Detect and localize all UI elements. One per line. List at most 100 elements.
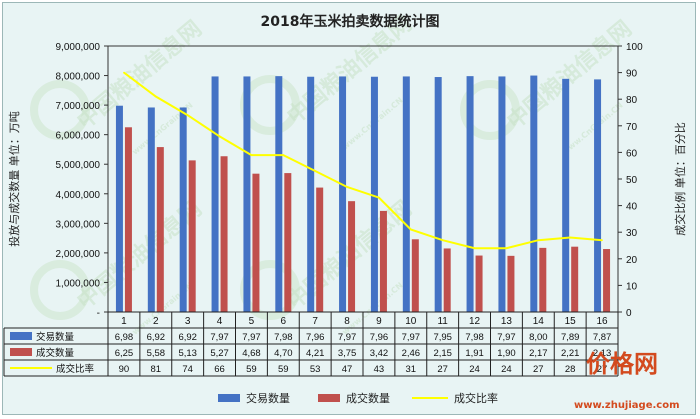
x-tick-label: 14 (533, 316, 545, 327)
data-label: 5,13 (178, 348, 197, 359)
data-label: 7,98 (465, 332, 484, 343)
data-label: 2,17 (529, 348, 548, 359)
bar-trade-volume (370, 76, 378, 312)
data-label: 4,70 (274, 348, 293, 359)
data-label: 5,58 (147, 348, 166, 359)
bar-deal-volume (507, 255, 515, 312)
bar-deal-volume (188, 160, 196, 312)
line-deal-ratio-point (282, 154, 285, 156)
line-deal-ratio-point (505, 247, 508, 249)
data-label: 7,95 (433, 332, 452, 343)
bar-deal-volume (156, 147, 164, 312)
bar-trade-volume (339, 76, 347, 312)
data-label: 24 (501, 364, 512, 375)
line-deal-ratio-point (569, 236, 571, 239)
y-axis-right-label: 成交比例 单位：百分比 (673, 122, 687, 236)
bar-deal-volume (411, 239, 419, 312)
data-label: 4,21 (306, 348, 325, 359)
data-label: 24 (469, 364, 480, 375)
line-deal-ratio-point (123, 71, 125, 74)
bar-trade-volume (275, 76, 283, 312)
bar-deal-volume (443, 248, 451, 312)
data-label: 59 (246, 364, 257, 375)
left-tick-label: 8,000,000 (56, 72, 101, 83)
data-label: 8,00 (529, 332, 548, 343)
y-axis-left-label: 投放与成交数量 单位：万吨 (7, 111, 21, 247)
x-tick-label: 15 (565, 316, 577, 327)
right-tick-label: 70 (626, 122, 638, 133)
x-tick-label: 16 (597, 316, 609, 327)
line-deal-ratio-point (378, 196, 380, 199)
bar-trade-volume (594, 79, 602, 312)
data-label: 7,96 (306, 332, 325, 343)
data-label: 7,89 (561, 332, 580, 343)
bar-deal-volume (475, 255, 483, 312)
bar-trade-volume (498, 76, 506, 312)
bar-deal-volume (220, 156, 228, 312)
left-tick-label: 9,000,000 (56, 42, 101, 53)
x-tick-label: 6 (281, 316, 287, 327)
table-row-label: 成交数量 (36, 347, 75, 359)
right-tick-label: 90 (626, 69, 638, 80)
line-deal-ratio-point (473, 247, 476, 249)
x-tick-label: 5 (249, 316, 255, 327)
data-label: 6,92 (178, 332, 197, 343)
data-label: 6,25 (115, 348, 134, 359)
data-label: 53 (310, 364, 321, 375)
data-label: 7,96 (370, 332, 389, 343)
x-tick-label: 9 (376, 316, 382, 327)
bar-deal-volume (379, 210, 387, 312)
table-legend-key (10, 332, 32, 340)
left-tick-label: 2,000,000 (56, 249, 101, 260)
bar-deal-volume (571, 246, 579, 312)
left-tick-label: - (97, 308, 100, 319)
data-label: 81 (151, 364, 162, 375)
bar-trade-volume (434, 77, 442, 313)
legend-key (318, 394, 340, 402)
x-tick-label: 8 (344, 316, 350, 327)
line-deal-ratio-point (314, 170, 316, 172)
data-label: 3,42 (370, 348, 389, 359)
data-label: 2,13 (593, 348, 612, 359)
data-label: 2,21 (561, 348, 580, 359)
watermark-logo-icon (30, 260, 90, 320)
data-label: 27 (533, 364, 544, 375)
x-tick-label: 12 (469, 316, 481, 327)
table-row-label: 成交比率 (56, 363, 95, 375)
left-tick-label: 5,000,000 (56, 160, 101, 171)
table-row-label: 交易数量 (36, 331, 75, 343)
right-tick-label: 20 (626, 255, 638, 266)
watermark-logo-icon (30, 80, 90, 140)
legend-label: 成交数量 (346, 391, 390, 405)
data-label: 5,27 (210, 348, 229, 359)
bar-deal-volume (252, 173, 260, 312)
line-deal-ratio-point (346, 186, 348, 188)
data-label: 4,68 (242, 348, 261, 359)
right-tick-label: 40 (626, 202, 638, 213)
data-label: 7,97 (497, 332, 516, 343)
data-label: 7,97 (402, 332, 421, 343)
right-tick-label: 10 (626, 281, 638, 292)
line-deal-ratio-point (218, 135, 221, 138)
data-label: 1,90 (497, 348, 516, 359)
x-tick-label: 11 (437, 316, 448, 327)
bar-deal-volume (284, 173, 292, 312)
x-tick-label: 1 (121, 316, 127, 327)
left-tick-label: 1,000,000 (56, 278, 101, 289)
legend-label: 交易数量 (246, 391, 290, 405)
data-label: 31 (406, 364, 417, 375)
data-label: 28 (565, 364, 576, 375)
data-label: 47 (342, 364, 353, 375)
data-label: 6,92 (147, 332, 166, 343)
line-deal-ratio-point (155, 95, 157, 98)
data-label: 7,98 (274, 332, 293, 343)
x-tick-label: 3 (185, 316, 191, 327)
bar-trade-volume (307, 76, 315, 312)
line-deal-ratio-point (441, 239, 444, 241)
bar-trade-volume (211, 76, 219, 312)
right-tick-label: 80 (626, 95, 638, 106)
data-label: 1,91 (465, 348, 484, 359)
left-tick-label: 3,000,000 (56, 219, 101, 230)
watermark-logo-icon (460, 80, 520, 140)
legend-key (218, 394, 240, 402)
